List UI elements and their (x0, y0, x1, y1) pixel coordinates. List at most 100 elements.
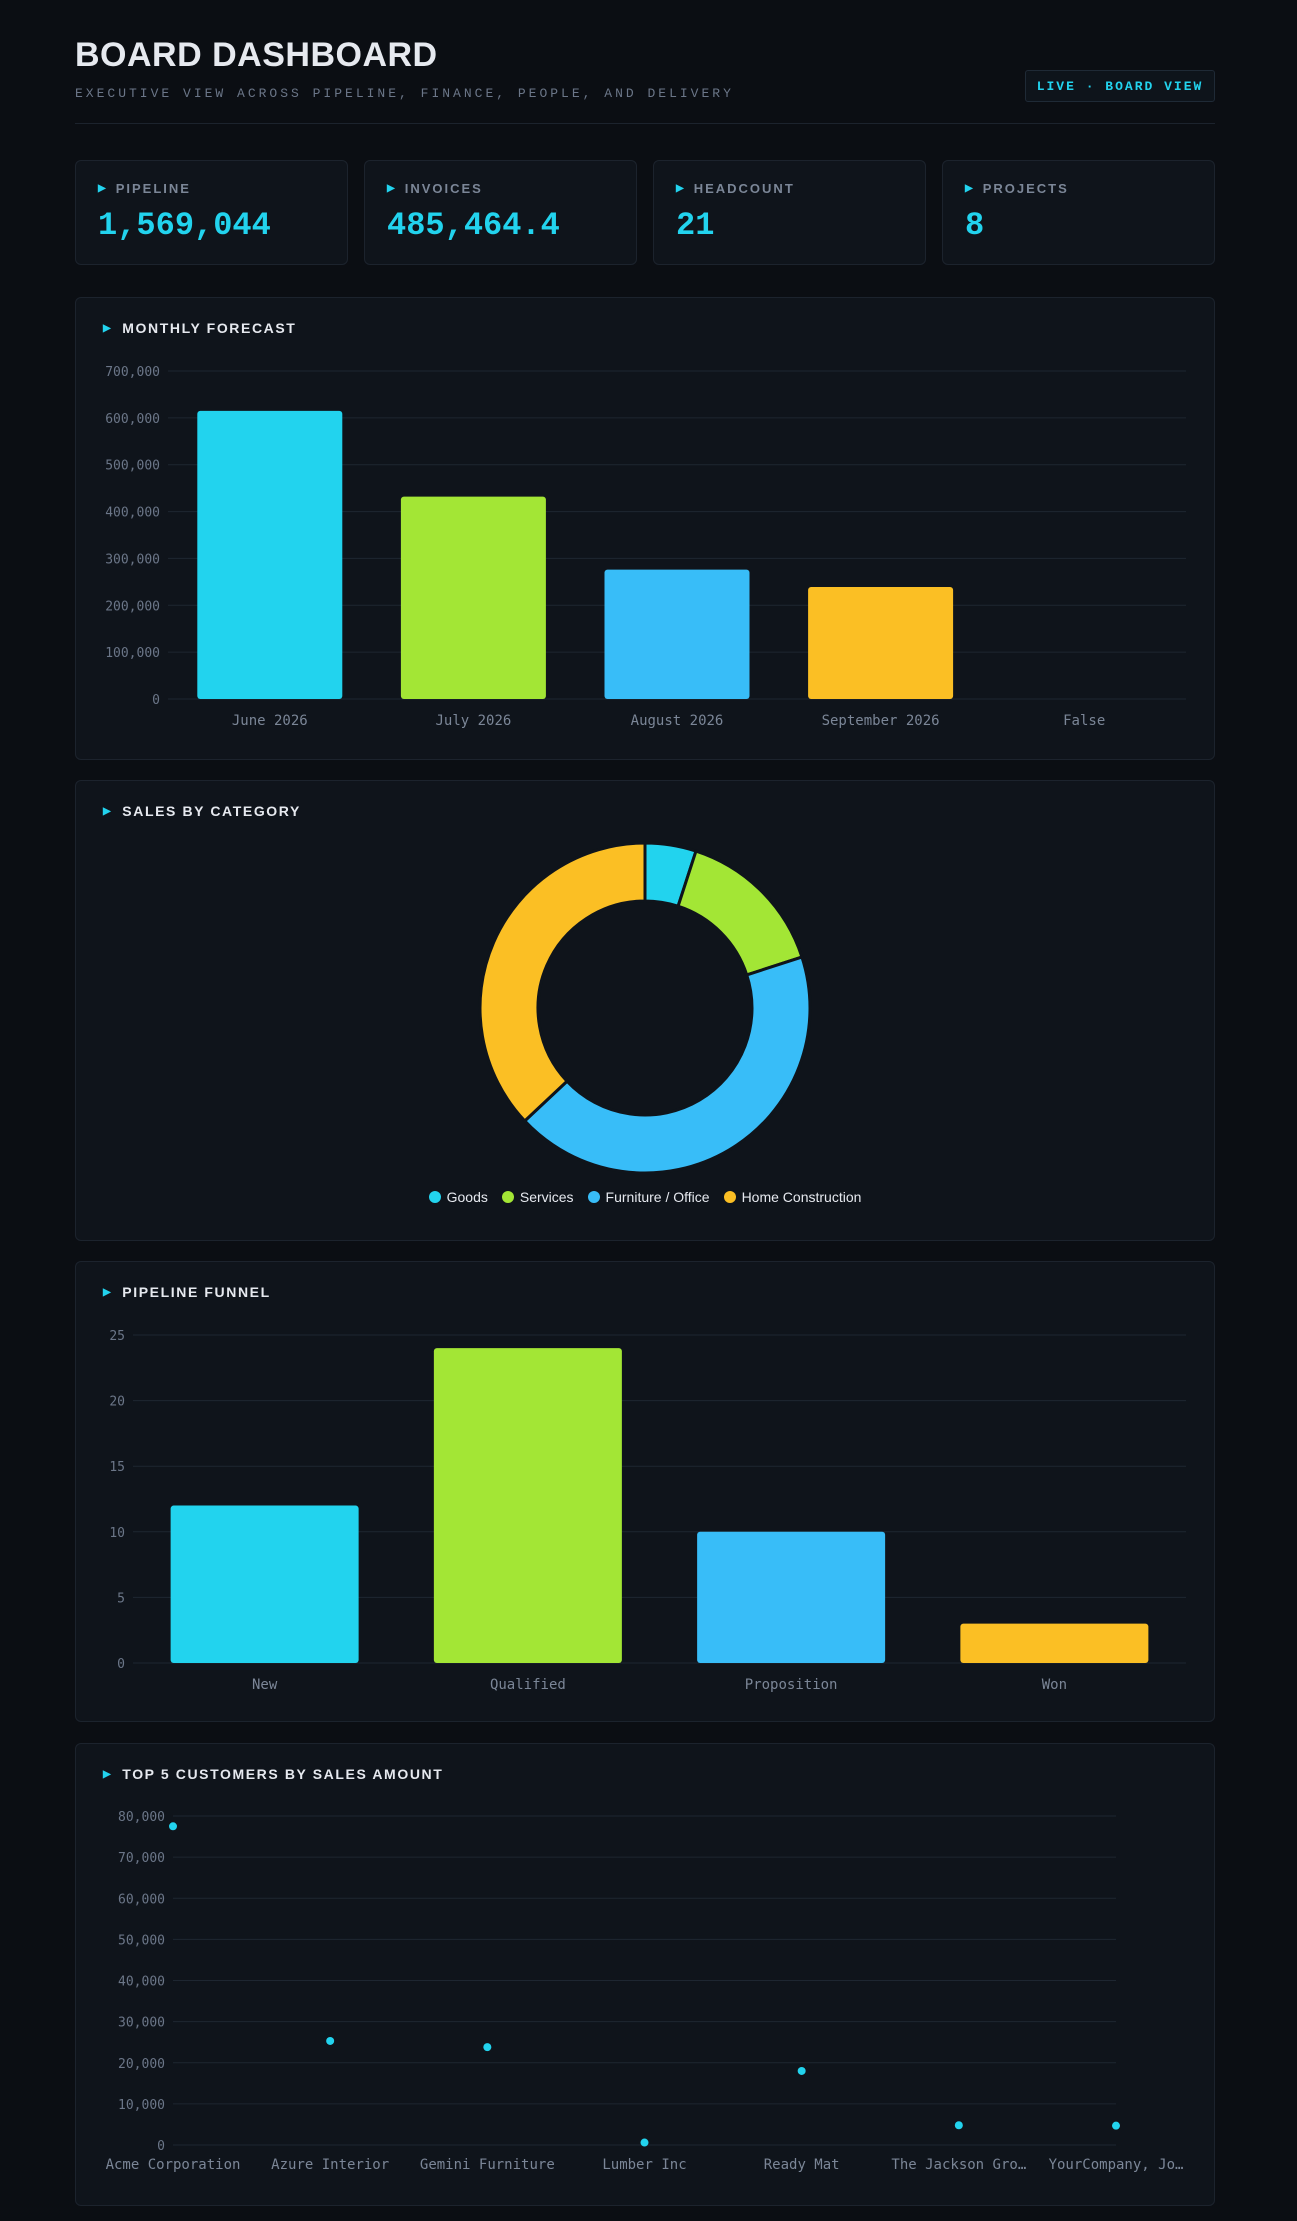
y-tick-label: 25 (109, 1329, 125, 1344)
legend-label: Home Construction (741, 1189, 862, 1205)
donut-slice (522, 955, 812, 1175)
panel-sales-by-category: ▶ SALES BY CATEGORY Goods Services Furnit… (75, 780, 1215, 1241)
bar (400, 496, 546, 699)
y-tick-label: 700,000 (105, 365, 160, 380)
y-tick-label: 20,000 (118, 2057, 165, 2072)
legend-label: Furniture / Office (605, 1189, 710, 1205)
y-tick-label: 40,000 (118, 1975, 165, 1990)
kpi-label: INVOICES (404, 181, 483, 196)
x-tick-label: Qualified (490, 1677, 566, 1693)
y-tick-label: 70,000 (118, 1851, 165, 1866)
y-tick-label: 30,000 (118, 2016, 165, 2031)
y-tick-label: 0 (152, 693, 160, 708)
legend-item[interactable]: Furniture / Office (587, 1189, 710, 1205)
y-tick-label: 5 (117, 1591, 125, 1606)
data-point (954, 2121, 963, 2130)
y-tick-label: 0 (117, 1657, 125, 1672)
y-tick-label: 50,000 (118, 1933, 165, 1948)
kpi-card-projects: ▶ PROJECTS 8 (942, 160, 1215, 265)
bar (808, 587, 954, 699)
legend-swatch (587, 1191, 600, 1203)
y-tick-label: 0 (157, 2139, 165, 2154)
y-tick-label: 10,000 (118, 2098, 165, 2113)
triangle-icon: ▶ (103, 805, 113, 817)
x-tick-label: Proposition (745, 1677, 838, 1693)
panel-title: TOP 5 CUSTOMERS BY SALES AMOUNT (122, 1766, 444, 1782)
y-tick-label: 200,000 (105, 599, 160, 614)
triangle-icon: ▶ (965, 183, 975, 194)
panel-pipeline-funnel: ▶ PIPELINE FUNNEL 0 5 10 15 20 25 New Qualified P… (75, 1261, 1215, 1722)
y-tick-label: 300,000 (105, 552, 160, 567)
bar (697, 1531, 886, 1663)
bar (197, 410, 343, 699)
x-tick-label: False (1063, 713, 1105, 729)
pipeline-funnel-chart: 0 5 10 15 20 25 New Qualified Proposition Won (109, 1329, 1186, 1693)
bar (433, 1348, 622, 1663)
live-board-view-badge[interactable]: LIVE · BOARD VIEW (1025, 70, 1215, 102)
monthly-forecast-chart: 0 100,000 200,000 300,000 400,000 500,000 600,… (105, 365, 1186, 729)
bar (604, 569, 750, 699)
page-title: BOARD DASHBOARD (75, 36, 438, 74)
data-point (1112, 2121, 1120, 2130)
kpi-label: PIPELINE (115, 181, 191, 196)
triangle-icon: ▶ (103, 1768, 113, 1780)
sales-by-category-donut (478, 841, 812, 1175)
x-tick-label: Lumber Inc (602, 2157, 686, 2173)
x-tick-label: Ready Mat (764, 2157, 840, 2173)
kpi-value: 21 (676, 207, 715, 244)
legend-label: Services (519, 1189, 574, 1205)
bar (170, 1505, 359, 1663)
y-tick-label: 600,000 (105, 412, 160, 427)
y-tick-label: 500,000 (105, 459, 160, 474)
x-tick-label: Azure Interior (271, 2157, 389, 2173)
chart-legend: Goods Services Furniture / Office Home C… (76, 1189, 1214, 1205)
y-tick-label: 100,000 (105, 646, 160, 661)
data-point (169, 1822, 177, 1831)
kpi-label: HEADCOUNT (693, 181, 795, 196)
panel-title: PIPELINE FUNNEL (122, 1284, 271, 1300)
page-subtitle: EXECUTIVE VIEW ACROSS PIPELINE, FINANCE,… (75, 86, 734, 101)
y-tick-label: 400,000 (105, 506, 160, 521)
kpi-card-invoices: ▶ INVOICES 485,464.4 (364, 160, 637, 265)
data-point (797, 2066, 806, 2075)
x-tick-label: The Jackson Gro… (891, 2157, 1026, 2173)
triangle-icon: ▶ (387, 183, 397, 194)
header-divider (75, 123, 1215, 124)
panel-monthly-forecast: ▶ MONTHLY FORECAST 0 100,000 200,000 300,000… (75, 297, 1215, 760)
x-tick-label: New (252, 1677, 278, 1693)
bar (960, 1623, 1149, 1663)
x-tick-label: Gemini Furniture (420, 2157, 555, 2173)
kpi-value: 485,464.4 (387, 207, 560, 244)
x-tick-label: YourCompany, Jo… (1049, 2157, 1184, 2173)
triangle-icon: ▶ (98, 183, 108, 194)
donut-slice (676, 849, 804, 977)
legend-item[interactable]: Services (501, 1189, 574, 1205)
x-tick-label: Acme Corporation (106, 2157, 241, 2173)
triangle-icon: ▶ (103, 1286, 113, 1298)
x-tick-label: August 2026 (631, 713, 724, 729)
y-tick-label: 20 (109, 1395, 125, 1410)
x-tick-label: June 2026 (232, 713, 308, 729)
kpi-label: PROJECTS (982, 181, 1069, 196)
legend-swatch (723, 1191, 736, 1203)
x-tick-label: September 2026 (822, 713, 940, 729)
y-tick-label: 60,000 (118, 1892, 165, 1907)
kpi-card-headcount: ▶ HEADCOUNT 21 (653, 160, 926, 265)
legend-swatch (428, 1191, 441, 1203)
legend-item[interactable]: Home Construction (723, 1189, 862, 1205)
panel-title: MONTHLY FORECAST (122, 320, 297, 336)
legend-swatch (501, 1191, 514, 1203)
data-point (326, 2036, 335, 2045)
triangle-icon: ▶ (103, 322, 113, 334)
x-tick-label: Won (1042, 1677, 1067, 1693)
panel-top-customers: ▶ TOP 5 CUSTOMERS BY SALES AMOUNT 0 10,000… (75, 1743, 1215, 2206)
kpi-value: 1,569,044 (98, 207, 271, 244)
panel-title: SALES BY CATEGORY (122, 803, 301, 819)
x-tick-label: July 2026 (435, 713, 511, 729)
legend-label: Goods (446, 1189, 488, 1205)
data-point (640, 2138, 649, 2147)
legend-item[interactable]: Goods (428, 1189, 488, 1205)
donut-slice (478, 841, 647, 1124)
top-customers-chart: 0 10,000 20,000 30,000 40,000 50,000 60,000 70,… (106, 1810, 1184, 2173)
y-tick-label: 15 (109, 1460, 125, 1475)
